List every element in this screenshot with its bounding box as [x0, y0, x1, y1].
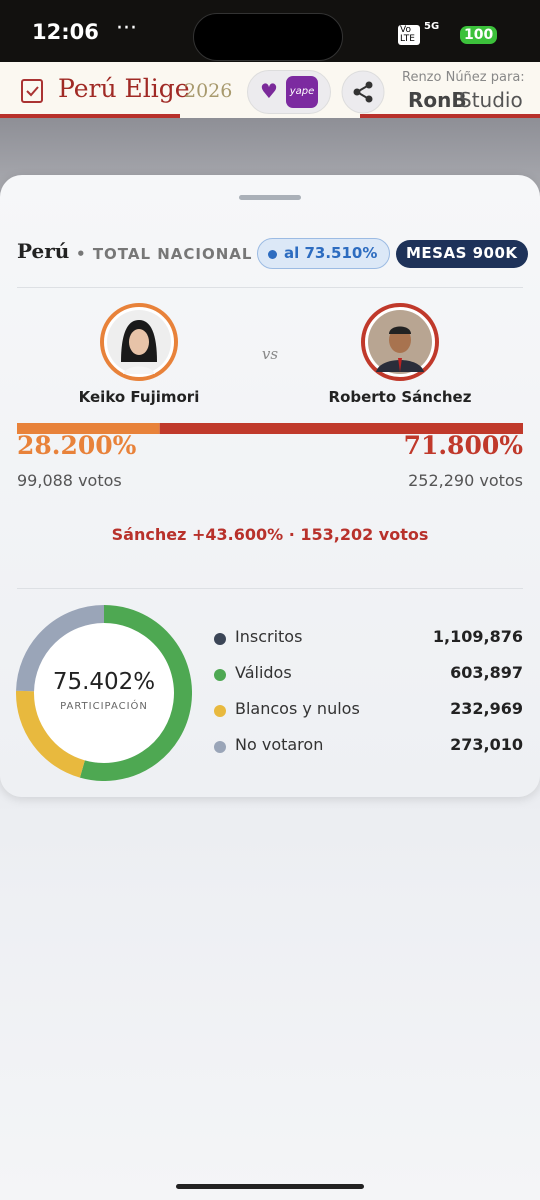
heart-icon: ♥	[260, 79, 278, 103]
legend-label: No votaron	[235, 735, 324, 754]
network: 5G	[424, 21, 440, 32]
scope: TOTAL NACIONAL	[92, 245, 253, 263]
legend-value: 273,010	[450, 735, 523, 754]
credit: Renzo Núñez para:	[402, 70, 525, 85]
volte: Vo LTE	[398, 25, 420, 45]
yape-logo: yape	[286, 76, 318, 108]
status-bar: 12:06 ··· Vo LTE 5G 100	[0, 0, 540, 62]
progress-pill: al 73.510%	[257, 238, 391, 269]
donate-button[interactable]: ♥ yape	[247, 70, 331, 114]
donut-hole	[34, 623, 174, 763]
progress: al 73.510%	[284, 244, 378, 262]
share-segment	[159, 423, 523, 434]
app-header: Perú Elige 2026 ♥ yape Renzo Núñez para:…	[0, 62, 540, 118]
legend-dot	[214, 633, 226, 645]
donut-segment	[79, 605, 192, 781]
avatar-sanchez	[361, 303, 439, 381]
candidate-name: Roberto Sánchez	[328, 388, 472, 406]
header-rule	[0, 114, 180, 118]
legend-dot	[214, 669, 226, 681]
time: 12:06	[32, 20, 99, 44]
legend-value: 603,897	[450, 663, 523, 682]
avatar-keiko	[100, 303, 178, 381]
dynamic-island	[193, 13, 343, 61]
legend-label: Válidos	[235, 663, 292, 682]
year: 2026	[184, 80, 233, 102]
header-rule	[360, 114, 540, 118]
share-label: 28.200%	[17, 431, 137, 460]
drag-handle[interactable]	[239, 195, 301, 200]
legend-label: Inscritos	[235, 627, 303, 646]
divider	[17, 287, 523, 288]
votes: 99,088 votos	[17, 471, 122, 490]
region: Perú	[17, 239, 70, 263]
share-button[interactable]	[341, 70, 385, 114]
share-label: 71.800%	[403, 431, 523, 460]
home-indicator	[176, 1184, 364, 1189]
participation-donut	[16, 605, 192, 781]
studio-b: Studio	[459, 88, 523, 112]
versus: vs	[261, 345, 279, 363]
status-dots: ···	[116, 16, 137, 41]
ballot-icon	[21, 79, 43, 103]
mesas-pill: MESAS 900K	[396, 240, 528, 268]
participation-caption: PARTICIPACIÓN	[60, 701, 148, 712]
legend-dot	[214, 741, 226, 753]
legend-label: Blancos y nulos	[235, 699, 360, 718]
legend-value: 232,969	[450, 699, 523, 718]
share-segment	[17, 423, 160, 434]
studio-a: RonB	[408, 88, 467, 112]
donut-segment	[16, 605, 105, 692]
scope-prefix: • TOTAL NACIONAL	[76, 245, 253, 263]
battery: 100	[460, 26, 498, 44]
candidate-name: Keiko Fujimori	[78, 388, 200, 406]
results-sheet: Perú • TOTAL NACIONAL al 73.510% MESAS 9…	[0, 175, 540, 797]
share-bar	[17, 423, 523, 434]
legend-dot	[214, 705, 226, 717]
donut-segment	[16, 690, 86, 778]
legend-value: 1,109,876	[432, 627, 523, 646]
progress-dot	[268, 250, 277, 259]
divider	[17, 588, 523, 589]
margin: Sánchez +43.600% · 153,202 votos	[111, 525, 429, 544]
votes: 252,290 votos	[408, 471, 523, 490]
brand: Perú Elige	[58, 74, 190, 103]
participation-value: 75.402%	[52, 669, 156, 695]
